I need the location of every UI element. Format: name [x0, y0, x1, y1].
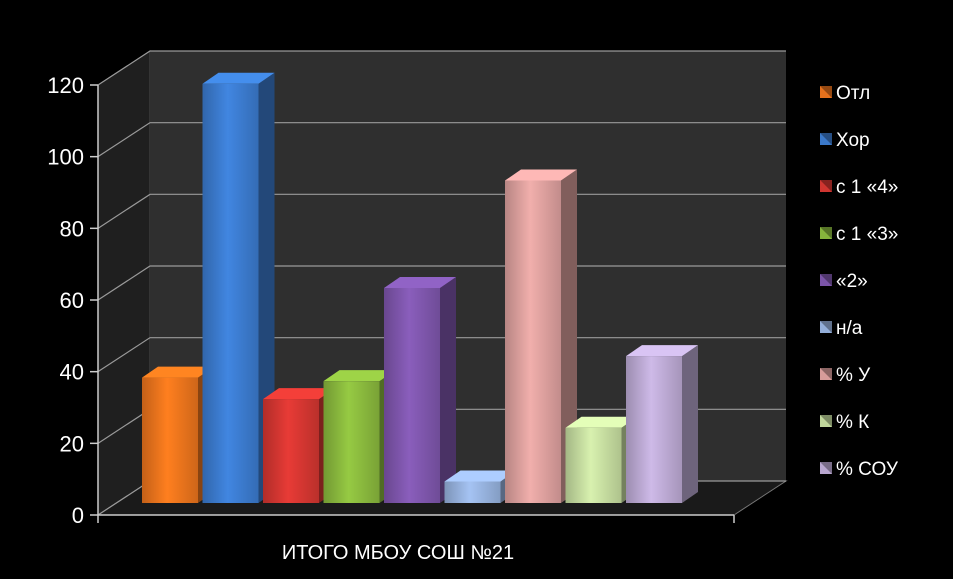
bar-front	[384, 288, 440, 503]
legend-swatch-shade	[820, 368, 832, 380]
bar-side	[561, 169, 577, 503]
y-tick-label: 40	[60, 360, 84, 385]
legend-label: % СОУ	[836, 459, 899, 480]
bar	[202, 72, 275, 503]
legend-swatch-shade	[820, 321, 832, 333]
legend-item: «2»	[820, 271, 868, 292]
legend-label: Хор	[836, 130, 870, 151]
legend-swatch-shade	[820, 180, 832, 192]
bar-top	[142, 366, 214, 378]
bar-top	[505, 169, 577, 181]
bar-front	[565, 427, 622, 503]
bar-front	[202, 83, 259, 503]
legend: Отл Хор с 1 «4» с 1 «3» «2» н/а % У % К % СОУ	[820, 83, 899, 480]
legend-item: с 1 «4»	[820, 177, 898, 198]
bar-side	[440, 277, 456, 503]
legend-label: «2»	[836, 271, 868, 292]
y-tick-label: 80	[60, 216, 84, 241]
legend-swatch-shade	[820, 274, 832, 286]
legend-swatch-shade	[820, 415, 832, 427]
legend-item: Хор	[820, 130, 870, 151]
chart-svg: 0 20 40 60 80 100 120 ИТОГО МБОУ СОШ №21 Отл Хо…	[47, 50, 899, 564]
bar-top	[626, 345, 698, 357]
legend-label: % К	[836, 412, 869, 433]
legend-swatch-shade	[820, 462, 832, 474]
legend-label: с 1 «4»	[836, 177, 898, 198]
legend-item: н/а	[820, 318, 863, 339]
x-category-label: ИТОГО МБОУ СОШ №21	[282, 542, 514, 560]
y-tick-label: 120	[47, 73, 84, 98]
bar-front	[626, 356, 682, 503]
bar-front	[323, 381, 380, 503]
legend-swatch-shade	[820, 133, 832, 145]
y-tick-label: 60	[60, 288, 84, 313]
legend-swatch-shade	[820, 227, 832, 239]
y-tick-labels: 0 20 40 60 80 100 120	[47, 73, 84, 528]
bar-top	[263, 388, 335, 400]
bars	[142, 72, 698, 503]
y-tick-label: 100	[47, 145, 84, 170]
legend-item: с 1 «3»	[820, 224, 898, 245]
bar-front	[505, 180, 561, 503]
bar-top	[384, 277, 456, 288]
bar-front	[142, 377, 198, 503]
legend-item: % СОУ	[820, 459, 899, 480]
axes	[90, 84, 735, 523]
bar-top	[202, 72, 275, 84]
bar-front	[444, 481, 501, 503]
bar	[384, 277, 456, 503]
legend-label: н/а	[836, 318, 863, 339]
legend-item: Отл	[820, 83, 870, 104]
bar-top	[444, 470, 517, 482]
gridline	[97, 50, 786, 86]
legend-item: % К	[820, 412, 869, 433]
bar	[505, 169, 577, 503]
legend-label: с 1 «3»	[836, 224, 898, 245]
y-tick-label: 0	[72, 503, 84, 528]
legend-swatch-shade	[820, 86, 832, 98]
bar-top	[323, 370, 396, 382]
legend-item: % У	[820, 365, 871, 386]
legend-label: Отл	[836, 83, 870, 104]
y-tick-label: 20	[60, 431, 84, 456]
chart-area: 0 20 40 60 80 100 120 ИТОГО МБОУ СОШ №21 Отл Хо…	[10, 20, 930, 564]
gridline	[97, 122, 786, 158]
legend-label: % У	[836, 365, 871, 386]
bar	[626, 345, 698, 503]
bar-front	[263, 399, 319, 503]
bar-top	[565, 416, 638, 428]
bar-side	[682, 345, 698, 503]
